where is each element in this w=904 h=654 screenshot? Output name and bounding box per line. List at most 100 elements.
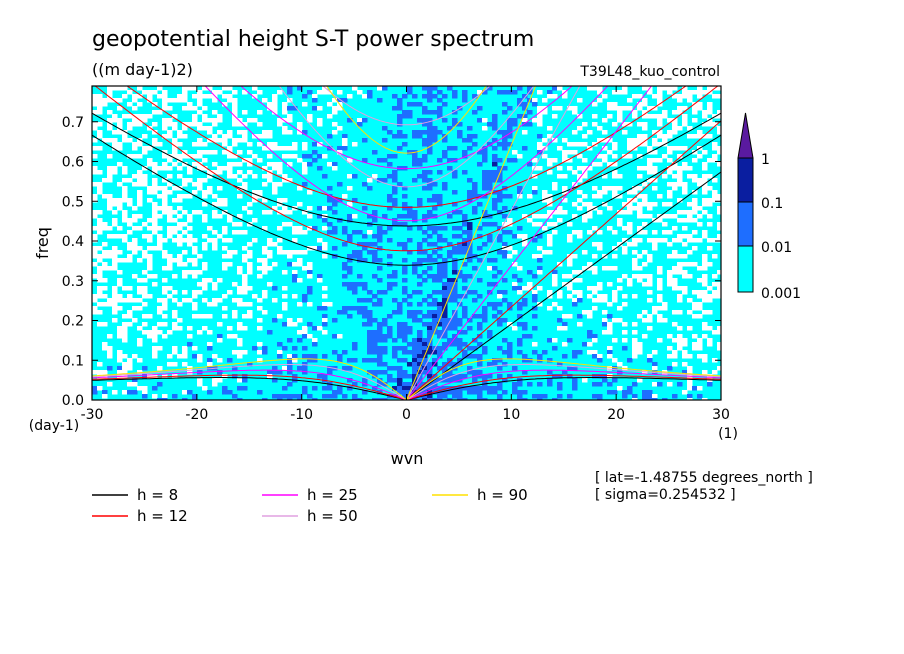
heatmap-cell [392, 134, 398, 139]
heatmap-cell [717, 222, 721, 227]
heatmap-cell [387, 254, 393, 259]
heatmap-cell [257, 390, 263, 395]
heatmap-cell [672, 86, 678, 91]
heatmap-cell [312, 106, 318, 111]
heatmap-cell [707, 382, 713, 387]
heatmap-cell [652, 398, 658, 400]
heatmap-cell [712, 358, 718, 363]
heatmap-cell [412, 94, 418, 99]
heatmap-cell [197, 110, 203, 115]
heatmap-cell [522, 286, 528, 291]
heatmap-cell [667, 346, 673, 351]
heatmap-cell [577, 166, 583, 171]
heatmap-cell [562, 370, 568, 375]
heatmap-cell [357, 282, 363, 287]
heatmap-cell [162, 302, 168, 307]
heatmap-cell [92, 166, 98, 171]
heatmap-cell [452, 374, 458, 379]
heatmap-cell [172, 350, 178, 355]
colorbar: 10.10.010.001 [737, 112, 801, 302]
heatmap-cell [237, 118, 243, 123]
heatmap-cell [667, 90, 673, 95]
heatmap-cell [617, 118, 623, 123]
heatmap-cell [597, 190, 603, 195]
heatmap-cell [322, 218, 328, 223]
heatmap-cell [632, 394, 638, 399]
heatmap-cell [717, 130, 721, 135]
heatmap-cell [217, 278, 223, 283]
heatmap-cell [137, 170, 143, 175]
heatmap-cell [207, 226, 213, 231]
heatmap-cell [167, 362, 173, 367]
heatmap-cell [457, 394, 463, 399]
heatmap-cell [412, 154, 418, 159]
heatmap-cell [547, 290, 553, 295]
heatmap-cell [447, 214, 453, 219]
heatmap-cell [267, 174, 273, 179]
heatmap-cell [647, 326, 653, 331]
heatmap-cell [197, 182, 203, 187]
heatmap-cell [282, 102, 288, 107]
heatmap-cell [157, 242, 163, 247]
heatmap-cell [182, 250, 188, 255]
heatmap-cell [312, 158, 318, 163]
heatmap-cell [527, 358, 533, 363]
heatmap-cell [582, 214, 588, 219]
heatmap-cell [212, 202, 218, 207]
heatmap-cell [462, 342, 468, 347]
heatmap-cell [532, 118, 538, 123]
heatmap-cell [497, 210, 503, 215]
heatmap-cell [242, 290, 248, 295]
heatmap-cell [97, 186, 103, 191]
heatmap-cell [477, 326, 483, 331]
heatmap-cell [422, 86, 428, 91]
heatmap-cell [152, 326, 158, 331]
heatmap-cell [522, 298, 528, 303]
heatmap-cell [497, 386, 503, 391]
heatmap-cell [222, 386, 228, 391]
heatmap-cell [492, 282, 498, 287]
heatmap-cell [317, 246, 323, 251]
heatmap-cell [287, 338, 293, 343]
heatmap-cell [537, 166, 543, 171]
heatmap-cell [122, 94, 128, 99]
heatmap-cell [142, 134, 148, 139]
heatmap-cell [292, 250, 298, 255]
heatmap-cell [667, 146, 673, 151]
heatmap-cell [637, 226, 643, 231]
heatmap-cell [112, 246, 118, 251]
heatmap-cell [417, 274, 423, 279]
heatmap-cell [367, 322, 373, 327]
heatmap-cell [427, 94, 433, 99]
heatmap-cell [662, 318, 668, 323]
heatmap-cell [452, 282, 458, 287]
heatmap-cell [422, 230, 428, 235]
heatmap-cell [497, 394, 503, 399]
heatmap-cell [672, 118, 678, 123]
heatmap-cell [437, 90, 443, 95]
heatmap-cell [642, 194, 648, 199]
heatmap-cell [592, 186, 598, 191]
heatmap-cell [167, 214, 173, 219]
heatmap-cell [257, 306, 263, 311]
heatmap-cell [472, 298, 478, 303]
heatmap-cell [687, 326, 693, 331]
heatmap-cell [147, 186, 153, 191]
heatmap-cell [322, 394, 328, 399]
heatmap-cell [197, 150, 203, 155]
heatmap-cell [192, 262, 198, 267]
heatmap-cell [457, 398, 463, 400]
heatmap-cell [427, 226, 433, 231]
heatmap-cell [297, 230, 303, 235]
heatmap-cell [572, 150, 578, 155]
heatmap-cell [397, 390, 403, 395]
heatmap-cell [602, 186, 608, 191]
heatmap-cell [92, 274, 98, 279]
heatmap-cell [97, 266, 103, 271]
heatmap-cell [287, 210, 293, 215]
heatmap-cell [197, 270, 203, 275]
heatmap-cell [487, 258, 493, 263]
heatmap-cell [117, 334, 123, 339]
heatmap-cell [672, 94, 678, 99]
heatmap-cell [437, 274, 443, 279]
